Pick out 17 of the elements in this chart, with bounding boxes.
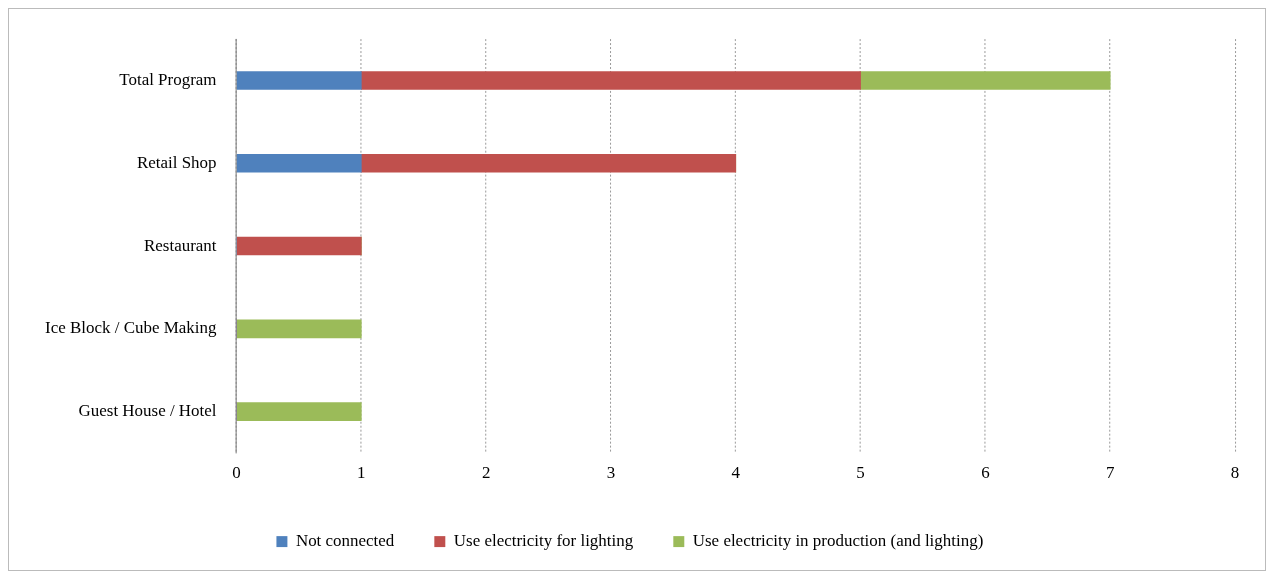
y-tick-label: Guest House / Hotel bbox=[78, 401, 217, 421]
x-tick-label: 6 bbox=[981, 462, 990, 482]
x-tick-label: 4 bbox=[731, 462, 741, 482]
x-tick-label: 2 bbox=[481, 462, 491, 482]
legend-label: Not connected bbox=[295, 531, 395, 551]
x-tick-label: 3 bbox=[606, 462, 616, 482]
y-tick-label: Ice Block / Cube Making bbox=[45, 318, 218, 338]
y-tick-label: Total Program bbox=[119, 69, 217, 89]
x-tick-label: 5 bbox=[856, 462, 865, 482]
x-tick-label: 0 bbox=[232, 462, 241, 482]
x-tick-label: 8 bbox=[1230, 462, 1240, 482]
legend-label: Use electricity in production (and lighting) bbox=[692, 531, 984, 551]
y-tick-label: Retail Shop bbox=[136, 152, 217, 172]
legend-label: Use electricity for lighting bbox=[453, 531, 634, 551]
y-tick-label: Restaurant bbox=[144, 235, 217, 255]
x-tick-label: 1 bbox=[357, 462, 366, 482]
x-tick-label: 7 bbox=[1105, 462, 1115, 482]
